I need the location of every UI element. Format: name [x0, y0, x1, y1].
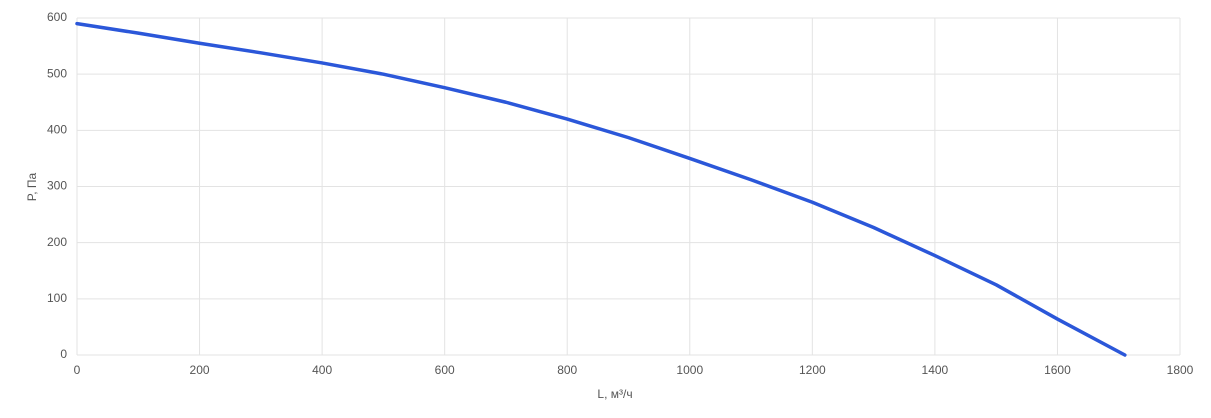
y-tick-label: 400	[47, 123, 67, 137]
x-tick-label: 800	[557, 363, 577, 377]
x-axis-label: L, м³/ч	[597, 387, 632, 401]
x-tick-label: 400	[312, 363, 332, 377]
y-tick-label: 600	[47, 10, 67, 24]
x-tick-label: 200	[190, 363, 210, 377]
x-tick-label: 1600	[1044, 363, 1071, 377]
y-tick-label: 0	[60, 347, 67, 361]
line-series	[75, 21, 1127, 357]
x-tick-label: 1200	[799, 363, 826, 377]
x-tick-label: 1000	[676, 363, 703, 377]
x-tick-label: 0	[74, 363, 81, 377]
y-tick-label: 500	[47, 66, 67, 80]
y-axis-label: P, Па	[25, 172, 39, 201]
y-tick-label: 300	[47, 179, 67, 193]
x-tick-label: 1400	[922, 363, 949, 377]
y-tick-label: 200	[47, 235, 67, 249]
y-tick-label: 100	[47, 291, 67, 305]
x-tick-label: 1800	[1167, 363, 1194, 377]
x-tick-label: 600	[435, 363, 455, 377]
